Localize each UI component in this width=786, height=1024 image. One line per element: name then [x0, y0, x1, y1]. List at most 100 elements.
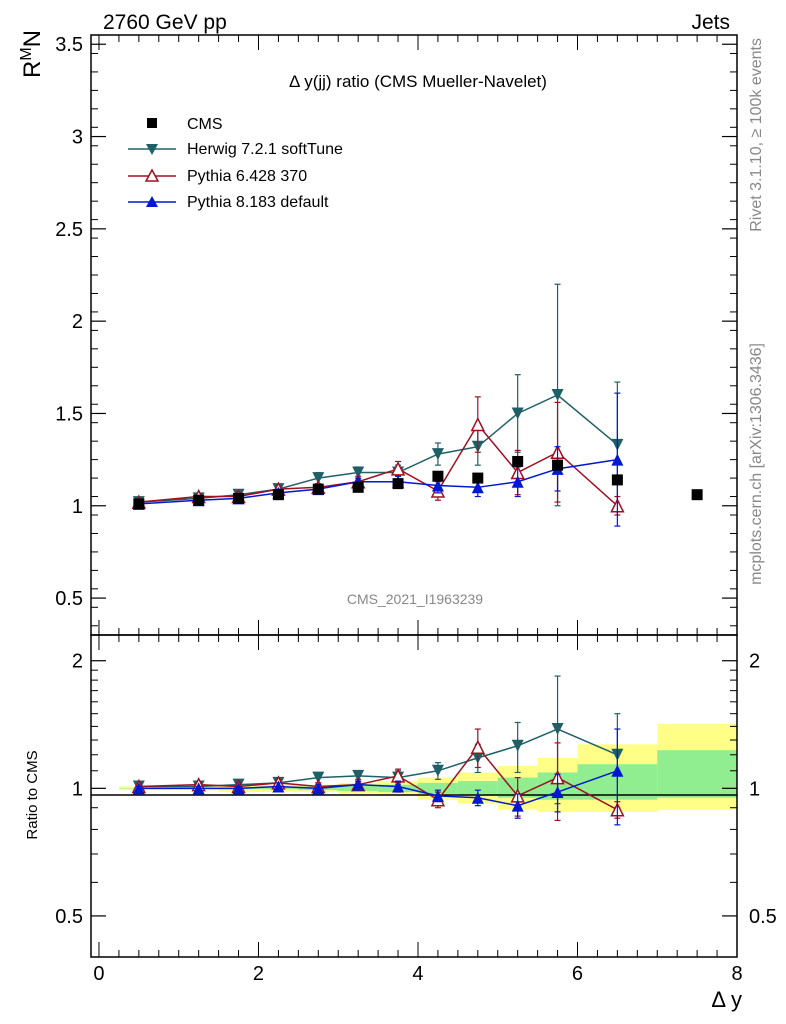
main-point-pythia6: [470, 416, 486, 432]
ratio-ytick-label-right: 2: [749, 651, 760, 673]
ratio-ytick-label-right: 1: [749, 778, 760, 800]
main-line-herwig: [138, 394, 618, 503]
legend-pythia6-label: Pythia 6.428 370: [187, 168, 307, 185]
ratio-ytick-label-right: 0.5: [749, 906, 777, 928]
main-ylabel: RMN: [18, 30, 46, 78]
main-point-cms: [193, 494, 205, 506]
ratio-series-pythia8: [132, 728, 624, 826]
legend-herwig-marker: [146, 144, 158, 155]
ratio-panel: 0.5 0.5 1 1 2 2 0 2 4 6 8 Ratio to CMS Δ y: [24, 634, 777, 1012]
main-point-pythia8: [611, 453, 624, 466]
main-ytick-label: 1.5: [55, 403, 83, 425]
ratio-line-herwig: [138, 728, 618, 788]
ratio-point-herwig: [312, 771, 325, 784]
legend-item-herwig: Herwig 7.2.1 softTune: [128, 141, 343, 158]
mcplots-label: mcplots.cern.ch [arXiv:1306.3436]: [748, 343, 765, 585]
main-ytick-label: 3: [72, 127, 83, 149]
ratio-point-pythia8: [312, 782, 325, 795]
main-series-herwig: [132, 283, 624, 509]
ylabel-base: R: [19, 61, 46, 78]
ratio-point-pythia8: [392, 780, 405, 793]
ratio-frame: [90, 634, 738, 958]
ratio-line-pythia6: [138, 746, 618, 811]
ratio-point-pythia8: [431, 789, 444, 802]
ratio-ytick-label: 0.5: [55, 906, 83, 928]
main-ytick-label: 0.5: [55, 588, 83, 610]
ratio-axis-ticks: 0.5 0.5 1 1 2 2 0 2 4 6 8: [55, 635, 777, 985]
legend-pythia8-marker: [146, 196, 158, 207]
main-ytick-label: 2.5: [55, 219, 83, 241]
legend-item-pythia8: Pythia 8.183 default: [128, 194, 329, 211]
ratio-point-pythia8: [611, 764, 624, 777]
legend-herwig-label: Herwig 7.2.1 softTune: [187, 141, 343, 158]
ylabel-sup: M: [18, 47, 35, 60]
watermark: CMS_2021_I1963239: [347, 591, 483, 607]
ratio-point-pythia8: [132, 782, 145, 795]
main-point-cms: [552, 459, 564, 471]
ratio-xtick-label: 0: [93, 963, 104, 985]
ratio-line-pythia8: [138, 770, 618, 807]
main-point-cms: [133, 498, 145, 510]
main-point-cms: [472, 472, 484, 484]
legend-cms-marker: [147, 118, 157, 128]
main-ytick-label: 2: [72, 311, 83, 333]
ratio-band-green: [457, 781, 498, 796]
ratio-xtick-label: 8: [731, 963, 742, 985]
main-point-pythia8: [511, 475, 524, 488]
ratio-ytick-label: 1: [72, 778, 83, 800]
ratio-xtick-label: 6: [572, 963, 583, 985]
ylabel-after: N: [19, 30, 46, 47]
main-ytick-label: 3.5: [55, 34, 83, 56]
legend-pythia6-marker: [144, 168, 160, 182]
main-point-cms: [272, 489, 284, 501]
main-point-herwig: [431, 448, 444, 461]
main-title: Δ y(jj) ratio (CMS Mueller-Navelet): [289, 72, 547, 91]
legend-pythia8-label: Pythia 8.183 default: [187, 194, 329, 211]
svg-text:RMN: RMN: [18, 30, 46, 78]
ratio-point-herwig: [511, 739, 524, 752]
ratio-point-herwig: [551, 723, 564, 736]
main-line-pythia8: [138, 458, 618, 505]
ratio-point-pythia8: [471, 791, 484, 804]
header-left: 2760 GeV pp: [103, 11, 227, 34]
main-point-cms: [432, 470, 444, 482]
main-series-cms: [133, 455, 703, 510]
main-axis-ticks: 0.5 1 1.5 2 2.5 3 3.5: [55, 34, 738, 635]
ratio-point-pythia8: [272, 780, 285, 793]
main-point-herwig: [551, 389, 564, 401]
main-point-cms: [312, 483, 324, 495]
main-point-cms: [512, 455, 524, 467]
ratio-band-green: [657, 750, 737, 798]
main-point-pythia6: [390, 461, 406, 476]
main-series-pythia8: [132, 392, 624, 527]
main-point-herwig: [312, 472, 325, 485]
main-panel: Δ y(jj) ratio (CMS Mueller-Navelet) CMS_…: [18, 30, 738, 636]
ratio-point-pythia8: [352, 778, 365, 791]
main-point-cms: [233, 492, 245, 504]
main-point-cms: [392, 478, 404, 490]
main-point-pythia8: [471, 481, 484, 494]
ratio-xtick-label: 4: [412, 963, 423, 985]
main-point-cms: [691, 489, 703, 501]
ratio-point-pythia8: [192, 782, 205, 795]
ratio-point-pythia8: [511, 799, 524, 812]
ratio-ytick-label: 2: [72, 651, 83, 673]
legend-cms-label: CMS: [187, 116, 223, 133]
ratio-xtick-label: 2: [253, 963, 264, 985]
header-right: Jets: [691, 11, 730, 34]
main-line-pythia6: [138, 423, 618, 507]
legend-item-pythia6: Pythia 6.428 370: [128, 168, 307, 185]
main-series: [131, 283, 703, 527]
main-point-herwig: [511, 407, 524, 420]
ratio-point-herwig: [431, 764, 444, 777]
legend-item-cms: CMS: [147, 116, 223, 133]
ratio-point-pythia8: [232, 782, 245, 795]
x-axis-label: Δ y: [711, 987, 742, 1012]
ratio-band-green: [417, 782, 458, 794]
main-point-cms: [352, 481, 364, 493]
rivet-label: Rivet 3.1.10, ≥ 100k events: [748, 38, 765, 232]
legend: CMS Herwig 7.2.1 softTune Pythia 6.428 3…: [128, 116, 343, 211]
ratio-point-pythia6: [470, 739, 486, 754]
main-point-cms: [611, 474, 623, 486]
